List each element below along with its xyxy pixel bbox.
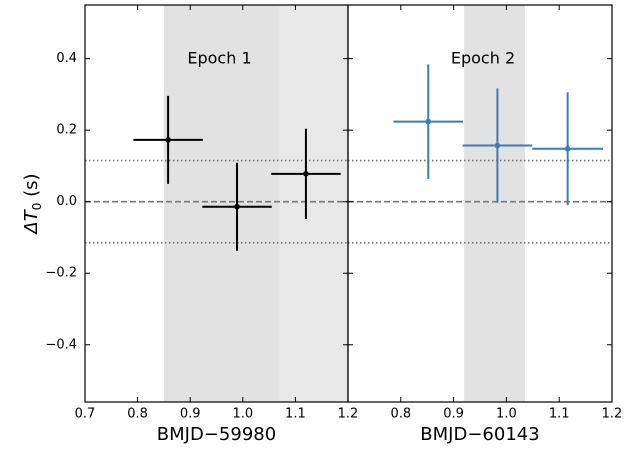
shaded-span bbox=[464, 5, 525, 402]
y-tick-label: −0.2 bbox=[45, 266, 77, 281]
x-tick-label: 0.9 bbox=[180, 407, 201, 422]
data-point bbox=[165, 137, 171, 143]
shaded-span bbox=[163, 5, 280, 402]
x-tick-label: 1.0 bbox=[496, 407, 517, 422]
annotation: Epoch 1 bbox=[187, 49, 251, 68]
y-axis-label: ΔT0 (s) bbox=[21, 173, 44, 235]
data-point bbox=[564, 145, 571, 152]
x-tick-label: 0.8 bbox=[127, 407, 148, 422]
y-tick-label: 0.0 bbox=[56, 194, 77, 209]
annotation: Epoch 2 bbox=[451, 49, 515, 68]
x-tick-label: 1.1 bbox=[549, 407, 570, 422]
y-tick-label: −0.4 bbox=[45, 337, 77, 352]
data-point bbox=[425, 118, 432, 125]
x-tick-label: 0.8 bbox=[390, 407, 411, 422]
y-label-unit: (s) bbox=[21, 173, 42, 196]
y-label-main: ΔT bbox=[21, 208, 42, 235]
x-tick-label: 1.2 bbox=[338, 407, 359, 422]
x-tick-label: 0.9 bbox=[443, 407, 464, 422]
data-point bbox=[494, 142, 501, 149]
data-point bbox=[234, 203, 240, 210]
x-tick-label: 1.2 bbox=[602, 407, 623, 422]
x-axis-label: BMJD−59980 bbox=[157, 424, 276, 445]
x-tick-label: 0.7 bbox=[75, 407, 96, 422]
x-tick-label: 1.0 bbox=[232, 407, 253, 422]
y-tick-label: 0.2 bbox=[56, 123, 77, 138]
plot-frame bbox=[347, 4, 613, 403]
y-tick-label: 0.4 bbox=[56, 51, 77, 66]
x-axis-label: BMJD−60143 bbox=[420, 424, 539, 445]
shaded-span bbox=[279, 5, 348, 402]
x-tick-label: 1.1 bbox=[285, 407, 306, 422]
y-label-sub: 0 bbox=[30, 203, 44, 211]
data-point bbox=[303, 171, 309, 177]
